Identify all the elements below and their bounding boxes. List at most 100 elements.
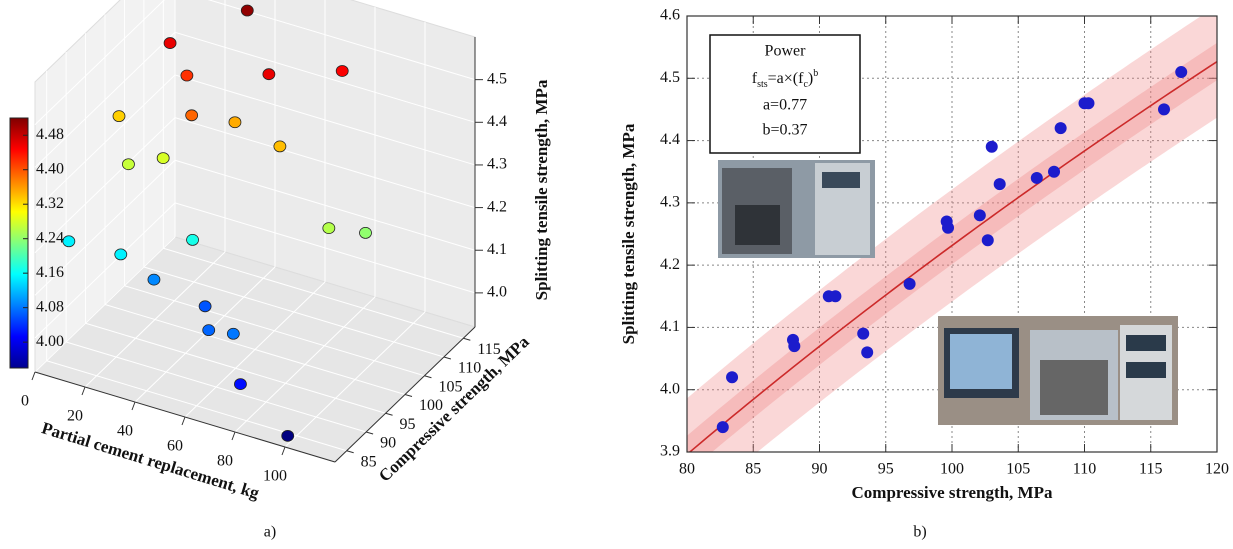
tick-mark [181, 416, 186, 426]
equation-part: c [803, 79, 808, 90]
x-tick-label: 60 [167, 438, 183, 455]
point [114, 248, 128, 261]
point [62, 235, 76, 248]
y-tick-label: 4.4 [660, 131, 680, 148]
tick-mark [131, 401, 136, 411]
point [335, 65, 349, 77]
x-tick-label: 100 [263, 468, 287, 485]
point [993, 178, 1006, 191]
point [198, 300, 212, 313]
grid-line [65, 341, 367, 433]
chart-3d: 0204060801008590951001051101154.04.14.24… [9, 0, 551, 503]
point [202, 324, 216, 337]
y-tick-label: 100 [419, 397, 443, 414]
x-tick-label: 80 [679, 461, 695, 478]
grid-line [34, 74, 176, 211]
point [861, 346, 874, 359]
point [228, 116, 242, 129]
grid-line [34, 202, 176, 339]
x-tick-label: 0 [21, 393, 29, 410]
equation-part: f [752, 70, 758, 87]
y-tick-label: 90 [380, 435, 396, 452]
point [156, 152, 170, 164]
point [322, 222, 336, 235]
grid-line [124, 285, 425, 377]
point [1030, 171, 1043, 184]
equation-line: a=0.77 [763, 97, 807, 114]
tick-mark [424, 375, 432, 379]
point [273, 140, 287, 153]
point [234, 378, 247, 391]
colorbar-label: 4.24 [36, 229, 64, 246]
band [687, 42, 1217, 452]
point [1082, 97, 1095, 110]
equation-part: b [813, 68, 818, 79]
x-tick-label: 80 [217, 453, 233, 470]
x-tick-label: 100 [940, 461, 964, 478]
tick-mark [404, 394, 413, 397]
x-tick-label: 40 [117, 423, 133, 440]
point [985, 140, 998, 153]
tick-mark [281, 446, 286, 456]
point [281, 429, 295, 442]
y-tick-label: 85 [361, 453, 377, 470]
plot-frame [686, 15, 1218, 453]
colorbar-label: 4.00 [36, 333, 64, 350]
point [112, 110, 126, 123]
point [1158, 103, 1170, 116]
colorbar-label: 4.08 [36, 298, 64, 315]
equation: fsts=a×(fc)b [752, 68, 818, 90]
grid-line [174, 31, 476, 123]
x-tick-label: 120 [1205, 461, 1229, 478]
grid-line [34, 159, 176, 296]
grid-line [207, 0, 476, 81]
grid-line [174, 74, 476, 166]
point [788, 340, 801, 353]
tick-mark [365, 431, 374, 435]
colorbar [9, 117, 29, 369]
x-axis-label: Compressive strength, MPa [852, 483, 1053, 502]
tick-mark [81, 386, 86, 396]
point [726, 371, 739, 384]
x-tick-label: 20 [67, 408, 83, 425]
photo-part [735, 205, 780, 245]
photo-part [1126, 335, 1166, 351]
y-axis-label: Splitting tensile strength, MPa [619, 123, 638, 344]
grid-line [104, 304, 406, 395]
caption: b) [913, 524, 926, 541]
point [1048, 165, 1061, 178]
band [687, 16, 1217, 452]
colorbar-label: 4.16 [36, 264, 64, 281]
grid-line [174, 202, 476, 294]
grid-line [34, 31, 176, 168]
equation-part: ) [808, 70, 813, 87]
caption: a) [264, 524, 276, 541]
y-tick-label: 110 [458, 360, 481, 377]
grid-line [85, 322, 386, 414]
photo-part [1126, 362, 1166, 378]
y-tick-label: 105 [438, 378, 462, 395]
fit-line [688, 60, 1217, 452]
tick-mark [31, 371, 36, 381]
axis-line [334, 326, 476, 463]
equation-line: b=0.37 [762, 122, 807, 139]
y-tick-label: 95 [400, 416, 416, 433]
point [163, 37, 177, 49]
y-tick-label: 4.6 [660, 7, 680, 24]
equation-part: sts [757, 79, 768, 90]
colorbar-label: 4.32 [36, 195, 64, 212]
x-tick-label: 110 [1073, 461, 1096, 478]
point [122, 158, 135, 171]
point [226, 327, 240, 340]
chart-2d: 80 85 90 95 100 105 110 115 120 3.9 4.0 4.1 4.2 4.3 4.… [619, 7, 1229, 502]
y-tick-label: 3.9 [660, 443, 680, 460]
grid-line [46, 360, 347, 452]
point [359, 227, 372, 239]
z-tick-label: 4.4 [487, 113, 507, 130]
photo-part [822, 172, 860, 188]
point [185, 109, 199, 122]
grid-line [174, 117, 476, 209]
grid-line [163, 247, 464, 339]
x-tick-label: 85 [745, 461, 761, 478]
